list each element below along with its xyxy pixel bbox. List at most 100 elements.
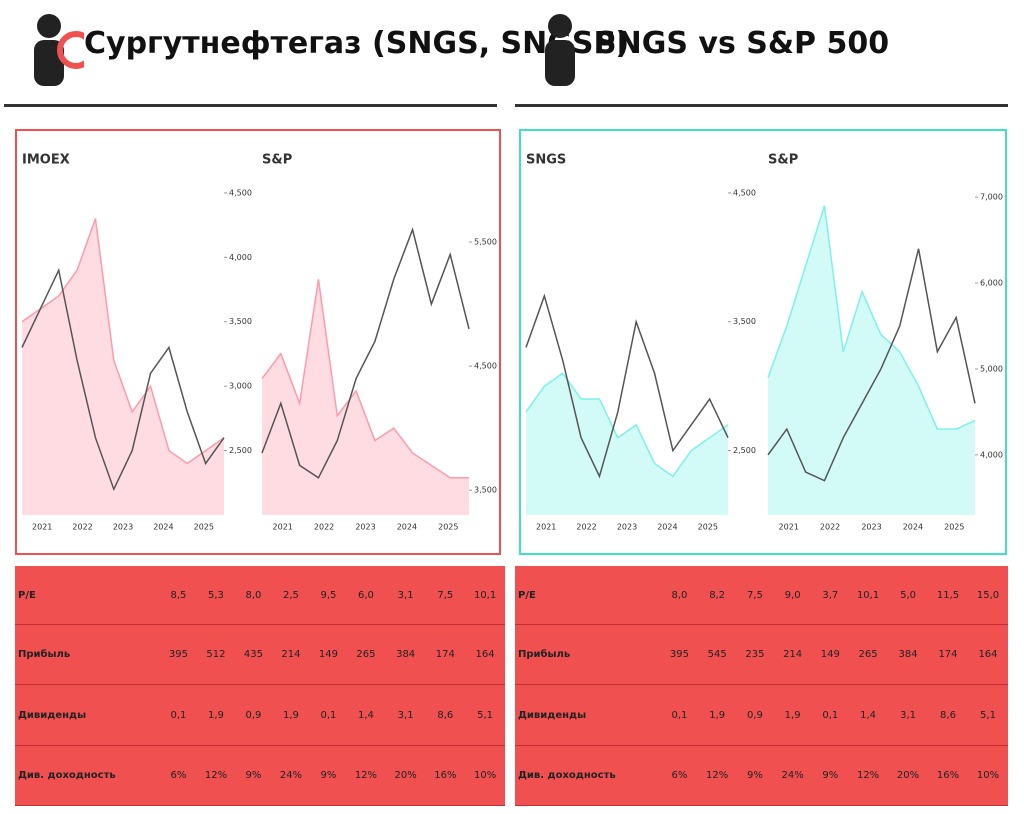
- table-cell: 24%: [772, 745, 813, 807]
- x-tick-label: 2022: [820, 523, 840, 532]
- table-cell: 6%: [661, 745, 698, 807]
- table-cell: 9,0: [772, 566, 813, 626]
- charts: IMOEX 2,500 3,000 3,500 4,000 4,500 2021 2022 20…: [15, 129, 1007, 555]
- table-cell: 1,9: [196, 684, 236, 746]
- chart-title: SNGS: [526, 153, 566, 168]
- table-cell: 8,0: [235, 566, 272, 626]
- table-cell: 9%: [737, 745, 773, 807]
- table-cell: 3,1: [385, 684, 426, 746]
- table-cell: 265: [346, 624, 386, 686]
- line: [525, 372, 729, 478]
- table-cell: 395: [160, 624, 197, 686]
- table-cell: 512: [196, 624, 236, 686]
- table-cell: 545: [697, 624, 738, 686]
- y-tick-label: 3,500: [474, 486, 497, 495]
- x-tick-label: 2021: [536, 523, 556, 532]
- y-tick-label: 2,500: [733, 446, 756, 455]
- table-cell: Дивиденды: [15, 684, 161, 746]
- table-cell: 16%: [928, 745, 968, 807]
- table-cell: 5,1: [465, 684, 505, 746]
- y-tick-label: 4,000: [980, 450, 1003, 459]
- table-cell: 149: [310, 624, 347, 686]
- area: [22, 218, 224, 515]
- table-cell: 9%: [812, 745, 849, 807]
- area: [262, 279, 469, 515]
- table-cell: 20%: [385, 745, 426, 807]
- table-cell: 3,1: [385, 566, 426, 626]
- x-tick-label: 2024: [657, 523, 677, 532]
- line: [261, 227, 470, 479]
- table-cell: 1,4: [848, 684, 889, 746]
- table-cell: 7,5: [737, 566, 773, 626]
- header-left: Сургутнефтегаз (SNGS, SNGSP): [4, 0, 629, 107]
- table-cell: Дивиденды: [515, 684, 662, 746]
- x-tick-label: 2025: [438, 523, 458, 532]
- header-right: SNGS vs S&P 500: [515, 0, 1008, 107]
- table-cell: 11,5: [928, 566, 968, 626]
- x-tick-label: 2021: [32, 523, 52, 532]
- table-cell: 235: [737, 624, 773, 686]
- table-cell: 7,5: [425, 566, 466, 626]
- area: [768, 205, 975, 515]
- x-tick-label: 2022: [576, 523, 596, 532]
- y-tick-label: 4,500: [229, 188, 252, 197]
- table-cell: 20%: [888, 745, 928, 807]
- line: [21, 218, 225, 465]
- table-cell: 214: [271, 624, 311, 686]
- x-tick-label: 2025: [698, 523, 718, 532]
- table-cell: 0,1: [661, 684, 698, 746]
- table-cell: 0,1: [812, 684, 849, 746]
- y-tick-label: 3,500: [229, 317, 252, 326]
- table-cell: 1,9: [772, 684, 813, 746]
- x-tick-label: 2024: [153, 523, 173, 532]
- table-cell: 8,5: [160, 566, 197, 626]
- table-cell: 15,0: [967, 566, 1008, 626]
- card-left: [15, 129, 501, 555]
- logo: [34, 14, 84, 86]
- y-tick-label: 5,500: [474, 238, 497, 247]
- table-cell: 3,7: [812, 566, 849, 626]
- table-cell: P/E: [15, 566, 161, 626]
- chart-title: IMOEX: [22, 153, 70, 168]
- table-cell: 5,0: [888, 566, 928, 626]
- table-cell: Див. доходность: [15, 745, 161, 807]
- table-cell: 8,0: [661, 566, 698, 626]
- table-cell: 6%: [160, 745, 197, 807]
- table-cell: 1,9: [271, 684, 311, 746]
- y-tick-label: 3,000: [229, 382, 252, 391]
- table-row: Див. доходность 6% 12% 9% 24% 9% 12% 20% 16% 10%: [515, 745, 1008, 807]
- x-tick-label: 2024: [903, 523, 923, 532]
- title: SNGS vs S&P 500: [595, 26, 890, 61]
- table-cell: Див. доходность: [515, 745, 662, 807]
- table-cell: 5,1: [967, 684, 1008, 746]
- area: [526, 373, 728, 515]
- table-cell: 8,6: [425, 684, 466, 746]
- table-cell: 384: [888, 624, 928, 686]
- table-cell: 0,9: [235, 684, 272, 746]
- table-cell: 8,2: [697, 566, 738, 626]
- x-tick-label: 2023: [617, 523, 637, 532]
- table-row: Прибыль 395 545 235 214 149 265 384 174 164: [515, 624, 1008, 686]
- table-cell: Прибыль: [15, 624, 161, 686]
- logo: [545, 14, 575, 86]
- table-cell: P/E: [515, 566, 662, 626]
- x-tick-label: 2025: [944, 523, 964, 532]
- table-row: Див. доходность 6% 12% 9% 24% 9% 12% 20% 16% 10%: [15, 745, 505, 807]
- x-tick-label: 2021: [273, 523, 293, 532]
- line: [261, 279, 469, 479]
- table-row: Дивиденды 0,1 1,9 0,9 1,9 0,1 1,4 3,1 8,6 5,1: [515, 684, 1008, 746]
- y-tick-label: 5,000: [980, 364, 1003, 373]
- y-tick-label: 4,000: [229, 253, 252, 262]
- table-row: P/E 8,5 5,3 8,0 2,5 9,5 6,0 3,1 7,5 10,1: [15, 566, 505, 626]
- table-cell: 395: [661, 624, 698, 686]
- y-tick-label: 3,500: [733, 317, 756, 326]
- x-tick-label: 2023: [113, 523, 133, 532]
- chart-title: S&P: [768, 153, 798, 168]
- x-tick-label: 2024: [397, 523, 417, 532]
- x-tick-label: 2023: [861, 523, 881, 532]
- card-right: [519, 129, 1007, 555]
- table-cell: 164: [465, 624, 505, 686]
- x-tick-label: 2021: [779, 523, 799, 532]
- table-cell: 9%: [310, 745, 347, 807]
